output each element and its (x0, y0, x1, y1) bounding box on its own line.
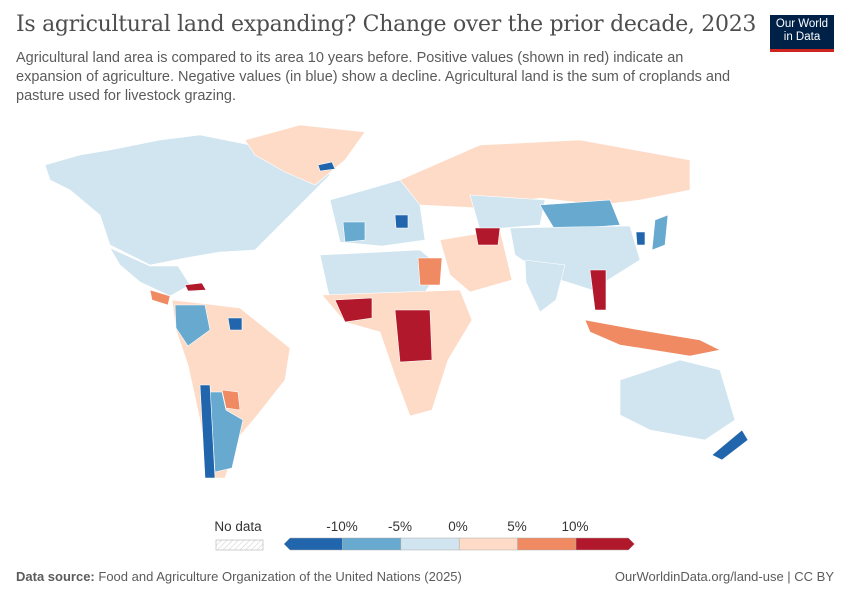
region-central-america[interactable] (149, 289, 171, 306)
region-australia[interactable] (619, 359, 736, 441)
legend-tick: 5% (507, 519, 527, 534)
legend-no-data-label: No data (214, 519, 262, 534)
legend-bin[interactable] (458, 537, 518, 551)
data-source-label: Data source: (16, 569, 95, 584)
legend-tick: -5% (387, 519, 413, 534)
footer-link[interactable]: OurWorldinData.org/land-use | CC BY (614, 569, 834, 584)
world-map (44, 124, 749, 479)
region-egypt[interactable] (417, 257, 443, 286)
legend-no-data-swatch (215, 539, 264, 551)
region-spain[interactable] (342, 221, 366, 243)
region-japan[interactable] (651, 214, 669, 251)
logo-line-2: in Data (783, 31, 821, 43)
region-greenland[interactable] (244, 124, 366, 186)
region-argentina[interactable] (209, 391, 244, 473)
chart-subtitle: Agricultural land area is compared to it… (16, 50, 731, 104)
region-russia[interactable] (399, 139, 691, 209)
region-turkmenistan[interactable] (474, 227, 501, 246)
region-caribbean[interactable] (184, 282, 207, 292)
chart-title: Is agricultural land expanding? Change o… (16, 12, 757, 37)
region-west-africa[interactable] (334, 297, 373, 323)
region-paraguay[interactable] (221, 389, 241, 411)
legend-bar (215, 537, 635, 551)
region-indonesia[interactable] (584, 319, 721, 357)
region-balkans[interactable] (394, 214, 409, 229)
region-middle-east[interactable] (439, 229, 513, 293)
region-kazakhstan[interactable] (469, 194, 546, 231)
logo-line-1: Our World (775, 18, 829, 30)
legend-bin[interactable] (400, 537, 460, 551)
legend-tick: 10% (561, 519, 589, 534)
region-colombia[interactable] (174, 304, 211, 347)
legend-bin[interactable] (342, 537, 402, 551)
region-iceland[interactable] (317, 161, 336, 172)
legend-bin[interactable] (575, 537, 635, 551)
region-canada-usa[interactable] (44, 134, 331, 266)
region-china[interactable] (509, 225, 641, 291)
legend-tick: 0% (448, 519, 468, 534)
region-sub-saharan-africa[interactable] (321, 289, 473, 417)
owid-logo[interactable]: Our World in Data (770, 15, 834, 52)
region-new-zealand[interactable] (711, 429, 749, 461)
legend-bin[interactable] (283, 537, 343, 551)
region-korea[interactable] (635, 231, 646, 246)
region-mongolia[interactable] (539, 199, 621, 231)
data-source-text: Food and Agriculture Organization of the… (98, 569, 462, 584)
data-source: Data source: Food and Agriculture Organi… (16, 569, 462, 584)
legend-bin[interactable] (517, 537, 577, 551)
region-india[interactable] (524, 259, 566, 313)
region-southeast-asia[interactable] (589, 269, 607, 311)
region-guiana[interactable] (227, 317, 243, 331)
region-mexico[interactable] (109, 247, 191, 297)
region-drc[interactable] (394, 309, 433, 363)
region-chile[interactable] (199, 384, 216, 479)
legend-tick: -10% (326, 519, 358, 534)
